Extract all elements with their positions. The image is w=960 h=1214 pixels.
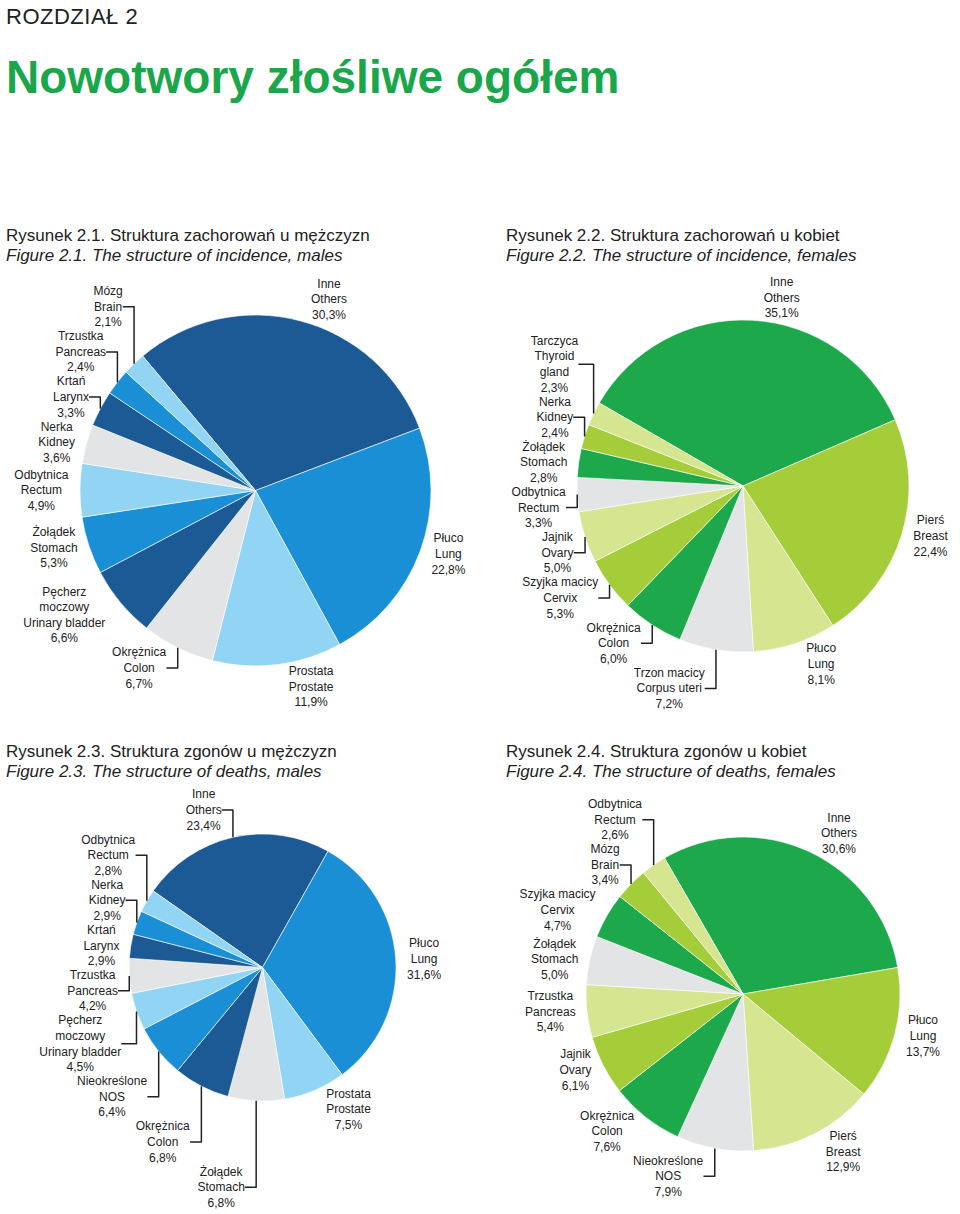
svg-text:TrzustkaPancreas4,2%: TrzustkaPancreas4,2%: [67, 968, 118, 1013]
svg-text:InneOthers23,4%: InneOthers23,4%: [186, 787, 222, 832]
svg-text:OkrężnicaColon6,7%: OkrężnicaColon6,7%: [112, 645, 166, 690]
svg-text:PłucoLung13,7%: PłucoLung13,7%: [906, 1013, 940, 1058]
svg-text:ŻołądekStomach5,0%: ŻołądekStomach5,0%: [531, 937, 578, 982]
html-text:ROZDZIAŁ 2: ROZDZIAŁ 2: [6, 4, 139, 29]
svg-text:NerkaKidney2,4%: NerkaKidney2,4%: [537, 395, 574, 440]
svg-text:TrzustkaPancreas2,4%: TrzustkaPancreas2,4%: [55, 329, 106, 374]
svg-text:PęcherzmoczowyUrinary bladder4: PęcherzmoczowyUrinary bladder4,5%: [39, 1013, 121, 1074]
html-text:Rysunek 2.3. Struktura zgonów: Rysunek 2.3. Struktura zgonów u mężczyzn: [6, 742, 337, 761]
html-text:Figure 2.1. The structure of i: Figure 2.1. The structure of incidence, …: [6, 246, 343, 265]
svg-text:OdbytnicaRectum2,6%: OdbytnicaRectum2,6%: [588, 797, 642, 842]
html-text:Rysunek 2.1. Struktura zachoro: Rysunek 2.1. Struktura zachorowań u mężc…: [6, 226, 370, 245]
svg-text:InneOthers35,1%: InneOthers35,1%: [764, 275, 800, 320]
html-text:Figure 2.2. The structure of i: Figure 2.2. The structure of incidence, …: [506, 246, 857, 265]
svg-text:OdbytnicaRectum2,8%: OdbytnicaRectum2,8%: [81, 833, 135, 878]
svg-text:NieokreśloneNOS6,4%: NieokreśloneNOS6,4%: [77, 1074, 147, 1119]
svg-text:Szyjka macicyCervix4,7%: Szyjka macicyCervix4,7%: [520, 887, 596, 932]
svg-text:JajnikOvary5,0%: JajnikOvary5,0%: [541, 530, 573, 575]
svg-text:KrtańLarynx2,9%: KrtańLarynx2,9%: [83, 923, 119, 968]
svg-text:PierśBreast12,9%: PierśBreast12,9%: [826, 1129, 861, 1174]
svg-text:PłucoLung8,1%: PłucoLung8,1%: [806, 641, 836, 686]
svg-text:ŻołądekStomach6,8%: ŻołądekStomach6,8%: [198, 1165, 245, 1210]
svg-text:OdbytnicaRectum3,3%: OdbytnicaRectum3,3%: [512, 485, 566, 530]
svg-text:JajnikOvary6,1%: JajnikOvary6,1%: [560, 1047, 592, 1092]
svg-text:OkrężnicaColon7,6%: OkrężnicaColon7,6%: [580, 1109, 634, 1154]
svg-text:ŻołądekStomach2,8%: ŻołądekStomach2,8%: [520, 440, 567, 485]
svg-text:NerkaKidney2,9%: NerkaKidney2,9%: [89, 878, 126, 923]
svg-text:OkrężnicaColon6,0%: OkrężnicaColon6,0%: [587, 621, 641, 666]
html-text:Figure 2.4. The structure of d: Figure 2.4. The structure of deaths, fem…: [506, 762, 836, 781]
svg-text:ŻołądekStomach5,3%: ŻołądekStomach5,3%: [30, 525, 77, 570]
svg-text:OkrężnicaColon6,8%: OkrężnicaColon6,8%: [136, 1119, 190, 1164]
html-text:Rysunek 2.2. Struktura zachoro: Rysunek 2.2. Struktura zachorowań u kobi…: [506, 226, 840, 245]
svg-text:TrzustkaPancreas5,4%: TrzustkaPancreas5,4%: [525, 989, 576, 1034]
svg-text:KrtańLarynx3,3%: KrtańLarynx3,3%: [53, 374, 89, 419]
svg-text:NieokreśloneNOS7,9%: NieokreśloneNOS7,9%: [633, 1154, 703, 1199]
svg-text:PierśBreast22,4%: PierśBreast22,4%: [913, 513, 948, 558]
svg-text:OdbytnicaRectum4,9%: OdbytnicaRectum4,9%: [14, 468, 68, 513]
svg-text:ProstataProstate7,5%: ProstataProstate7,5%: [326, 1087, 371, 1132]
html-text:Nowotwory złośliwe ogółem: Nowotwory złośliwe ogółem: [6, 51, 620, 103]
svg-text:PęcherzmoczowyUrinary bladder6: PęcherzmoczowyUrinary bladder6,6%: [23, 585, 105, 646]
svg-text:Trzon macicyCorpus uteri7,2%: Trzon macicyCorpus uteri7,2%: [634, 666, 705, 711]
svg-text:TarczycaThyroidgland2,3%: TarczycaThyroidgland2,3%: [531, 334, 579, 395]
svg-text:PłucoLung22,8%: PłucoLung22,8%: [431, 531, 465, 576]
svg-text:InneOthers30,3%: InneOthers30,3%: [311, 277, 347, 322]
svg-text:MózgBrain3,4%: MózgBrain3,4%: [590, 842, 619, 887]
html-text:Figure 2.3. The structure of d: Figure 2.3. The structure of deaths, mal…: [6, 762, 322, 781]
svg-text:PłucoLung31,6%: PłucoLung31,6%: [407, 936, 441, 981]
svg-text:NerkaKidney3,6%: NerkaKidney3,6%: [38, 420, 75, 465]
svg-text:Szyjka macicyCervix5,3%: Szyjka macicyCervix5,3%: [522, 575, 598, 620]
html-text:Rysunek 2.4. Struktura zgonów: Rysunek 2.4. Struktura zgonów u kobiet: [506, 742, 807, 761]
svg-text:MózgBrain2,1%: MózgBrain2,1%: [93, 284, 122, 329]
svg-text:ProstataProstate11,9%: ProstataProstate11,9%: [289, 664, 334, 709]
svg-text:InneOthers30,6%: InneOthers30,6%: [821, 811, 857, 856]
